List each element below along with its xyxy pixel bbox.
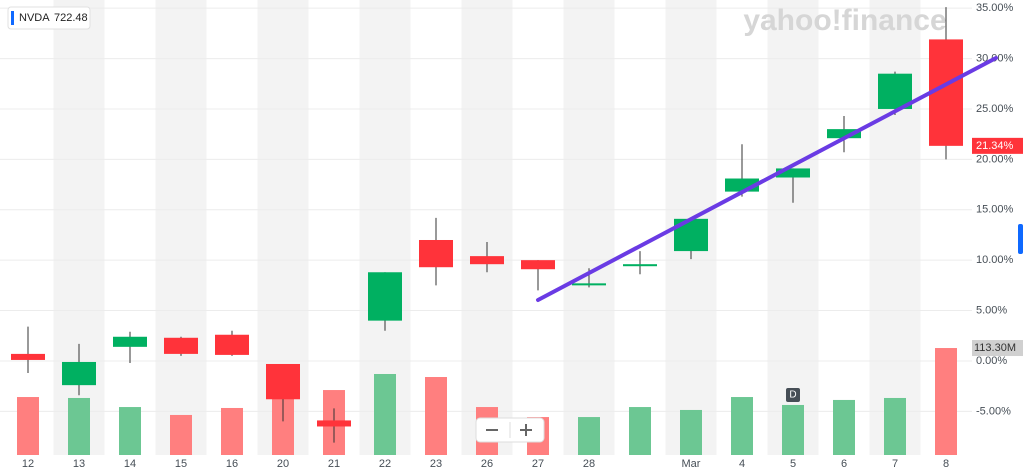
volume-badge-label: 113.30M (974, 342, 1016, 354)
x-tick-label: 14 (124, 458, 136, 470)
marker[interactable]: D (786, 388, 800, 402)
background (53, 0, 921, 455)
y-tick-label: 10.00% (976, 254, 1014, 266)
volume-bar (221, 407, 243, 455)
legend: NVDA 722.48 (7, 6, 91, 30)
x-tick-label: 16 (226, 458, 238, 470)
volume-bar (935, 348, 957, 455)
trendline (536, 55, 998, 302)
legend-box (7, 6, 91, 30)
band (461, 0, 513, 455)
volume-bar (119, 407, 141, 455)
candle-body (419, 239, 453, 268)
candle-body (470, 256, 504, 265)
legend-ticker: NVDA (19, 12, 50, 24)
candle-body (164, 337, 198, 354)
x-tick-label: 12 (22, 458, 34, 470)
volume-bar (17, 397, 39, 455)
band (155, 0, 207, 455)
volume-badge (972, 340, 1023, 357)
candle-body (827, 129, 861, 139)
side-tab[interactable] (1018, 224, 1023, 254)
y-tick-label: 25.00% (976, 103, 1014, 115)
volume-bar (272, 387, 294, 455)
y-tick-label: -5.00% (976, 405, 1011, 417)
legend-swatch (11, 11, 14, 25)
x-tick-label: 27 (532, 458, 544, 470)
marker-badge[interactable] (786, 388, 800, 402)
y-tick-label: 0.00% (976, 355, 1007, 367)
watermark: yahoo!finance (743, 4, 946, 37)
zoom-controls (475, 417, 545, 443)
marker-label: D (789, 390, 796, 401)
band (563, 0, 615, 455)
candle-body (623, 264, 657, 267)
x-tick-label: 15 (175, 458, 187, 470)
x-tick-label: 20 (277, 458, 289, 470)
x-tick-label: 4 (739, 458, 745, 470)
y-tick-label: 35.00% (976, 2, 1014, 14)
candle-body (572, 283, 606, 286)
legend-price: 722.48 (54, 12, 88, 24)
candle-body (929, 39, 963, 146)
candle-body (317, 420, 351, 427)
price-badge (972, 137, 1023, 154)
volume-bar (731, 397, 753, 455)
volume-bar (425, 377, 447, 455)
volume-bar (374, 373, 396, 455)
volume-bar (170, 414, 192, 455)
candle-body (521, 260, 555, 270)
candle-body (266, 363, 300, 400)
candle-body (11, 353, 45, 360)
volume-bar (782, 404, 804, 455)
x-tick-label: 6 (841, 458, 847, 470)
x-tick-label: 23 (430, 458, 442, 470)
x-tick-label: Mar (682, 458, 701, 470)
x-tick-label: 26 (481, 458, 493, 470)
volume-bar (884, 397, 906, 455)
y-tick-label: 20.00% (976, 153, 1014, 165)
x-tick-label: 21 (328, 458, 340, 470)
candle-body (113, 336, 147, 347)
band (869, 0, 921, 455)
candle-body (368, 272, 402, 321)
x-tick-label: 13 (73, 458, 85, 470)
y-tick-label: 5.00% (976, 304, 1007, 316)
volume-bar (680, 409, 702, 455)
x-tick-label: 22 (379, 458, 391, 470)
candle-body (776, 168, 810, 178)
volume-bar (629, 407, 651, 455)
price-badge-label: 21.34% (976, 140, 1014, 152)
band (767, 0, 819, 455)
volume-bar (578, 417, 600, 455)
volume-bar (833, 399, 855, 455)
x-tick-label: 5 (790, 458, 796, 470)
x-tick-label: 28 (583, 458, 595, 470)
x-tick-label: 7 (892, 458, 898, 470)
candle-body (215, 334, 249, 355)
y-tick-label: 15.00% (976, 204, 1014, 216)
x-tick-label: 8 (943, 458, 949, 470)
candle-body (62, 361, 96, 386)
volume-bar (68, 397, 90, 455)
